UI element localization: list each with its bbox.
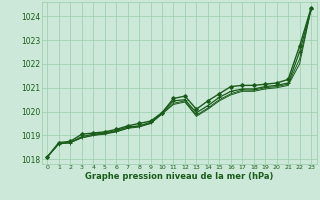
X-axis label: Graphe pression niveau de la mer (hPa): Graphe pression niveau de la mer (hPa) <box>85 172 273 181</box>
